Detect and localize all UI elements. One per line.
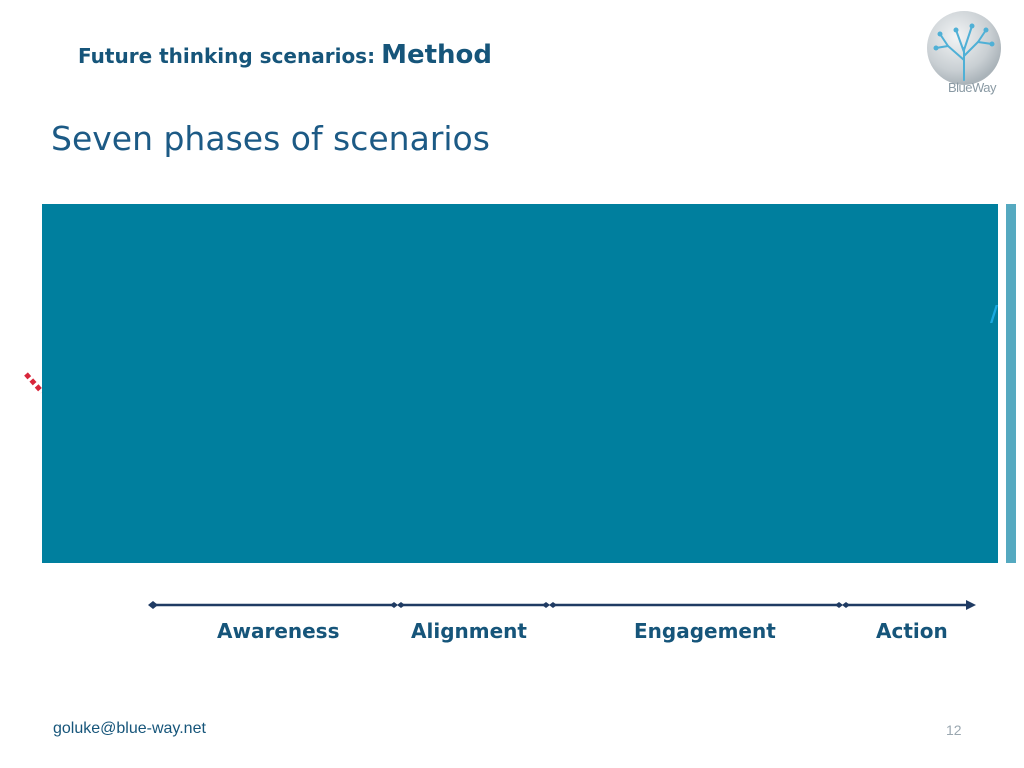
slide-header: Future thinking scenarios: Method: [78, 40, 492, 70]
panel-edge: [1006, 204, 1016, 563]
content-panel: [42, 204, 998, 563]
slide-heading: Seven phases of scenarios: [51, 119, 490, 158]
phase-awareness-label: Awareness: [217, 619, 340, 643]
phase-engagement-label: Engagement: [634, 619, 776, 643]
phase-alignment-label: Alignment: [411, 619, 527, 643]
red-dash-mark: [24, 372, 44, 394]
phase-action-label: Action: [876, 619, 948, 643]
partial-glyph: ∕: [990, 302, 999, 327]
page-number: 12: [946, 722, 962, 738]
header-prefix: Future thinking scenarios:: [78, 44, 376, 68]
tree-icon: [927, 11, 1001, 85]
header-emphasis: Method: [381, 40, 493, 70]
footer-email: goluke@blue-way.net: [53, 720, 206, 737]
logo-text: BlueWay: [948, 80, 997, 95]
